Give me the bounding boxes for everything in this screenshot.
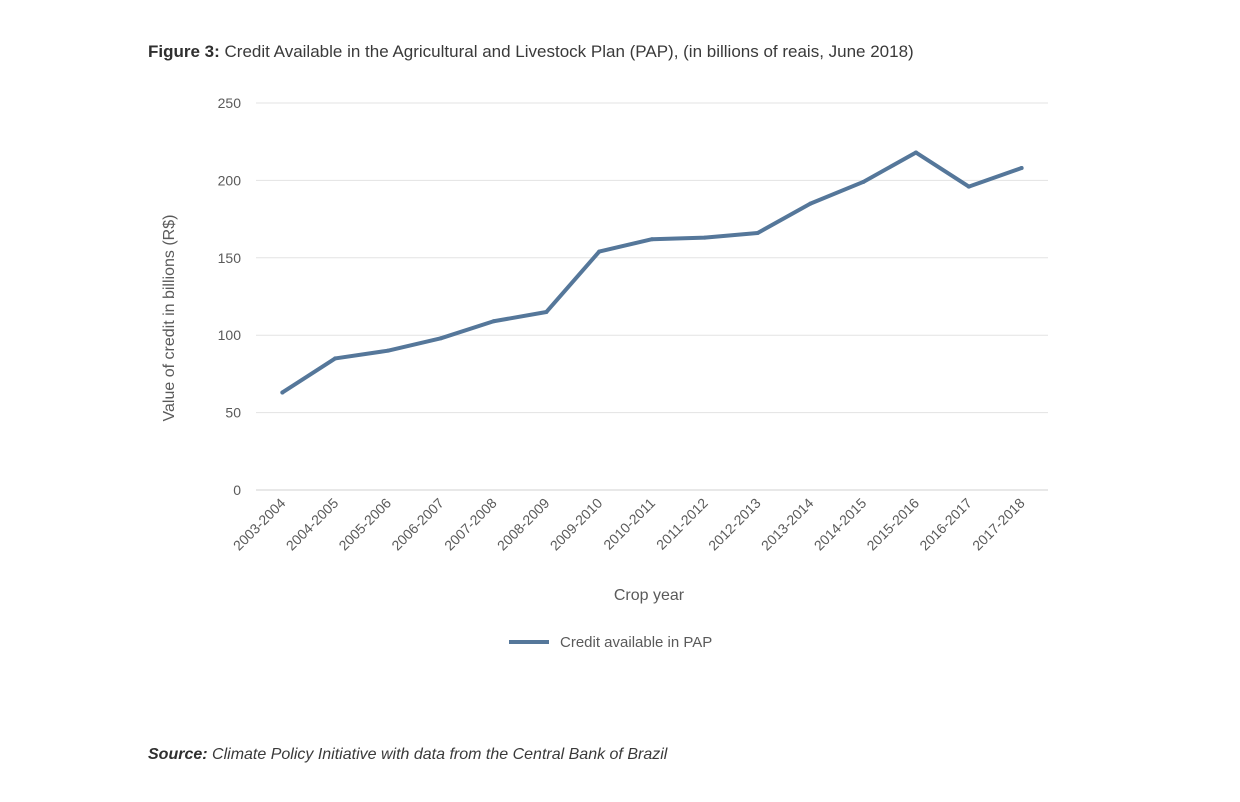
- y-tick-label: 0: [233, 482, 241, 498]
- source-label: Source:: [148, 746, 208, 763]
- data-point: [386, 348, 390, 353]
- x-tick-label: 2007-2008: [441, 495, 500, 554]
- series-lines: [280, 150, 1024, 395]
- y-tick-label: 150: [218, 250, 242, 266]
- x-tick-label: 2005-2006: [335, 495, 394, 554]
- y-tick-label: 100: [218, 327, 242, 343]
- x-tick-label: 2016-2017: [916, 495, 975, 554]
- legend: Credit available in PAP: [509, 634, 712, 651]
- figure-title-text: Credit Available in the Agricultural and…: [224, 42, 914, 61]
- x-tick-label: 2009-2010: [547, 495, 606, 554]
- data-point: [280, 390, 285, 395]
- y-axis-label: Value of credit in billions (R$): [161, 215, 178, 422]
- legend-label: Credit available in PAP: [560, 634, 712, 651]
- data-point: [438, 336, 443, 341]
- source-note: Source: Climate Policy Initiative with d…: [148, 746, 667, 764]
- data-point: [1019, 166, 1024, 171]
- x-tick-label: 2015-2016: [863, 495, 922, 554]
- x-tick-label: 2008-2009: [494, 495, 553, 554]
- x-tick-label: 2006-2007: [388, 495, 447, 554]
- data-point: [914, 150, 918, 155]
- series-line: [280, 150, 1024, 395]
- gridlines: [256, 102, 1048, 491]
- data-point: [966, 184, 971, 189]
- x-tick-label: 2011-2012: [653, 495, 711, 553]
- x-axis-ticks: 2003-20042004-20052005-20062006-20072007…: [230, 495, 1028, 554]
- figure-title: Figure 3: Credit Available in the Agricu…: [148, 42, 914, 62]
- y-tick-label: 250: [218, 95, 242, 111]
- data-point: [650, 237, 654, 242]
- x-axis-label: Crop year: [614, 587, 685, 604]
- source-text: Climate Policy Initiative with data from…: [212, 746, 668, 763]
- x-tick-label: 2003-2004: [230, 495, 289, 554]
- data-point: [702, 235, 707, 240]
- data-point: [544, 309, 549, 314]
- data-point: [597, 249, 602, 254]
- y-axis-ticks: 0 50 100 150 200 250: [218, 95, 242, 498]
- data-point: [333, 356, 338, 361]
- figure-label: Figure 3:: [148, 42, 220, 61]
- x-tick-label: 2017-2018: [969, 495, 1028, 554]
- data-point: [861, 179, 866, 184]
- x-tick-label: 2012-2013: [705, 495, 764, 554]
- y-tick-label: 200: [218, 172, 242, 188]
- data-point: [491, 319, 496, 324]
- data-point: [808, 201, 813, 206]
- x-tick-label: 2010-2011: [600, 495, 658, 553]
- x-tick-label: 2004-2005: [283, 495, 342, 554]
- y-tick-label: 50: [225, 405, 241, 421]
- data-point: [755, 231, 760, 236]
- x-tick-label: 2013-2014: [758, 495, 817, 554]
- x-tick-label: 2014-2015: [811, 495, 870, 554]
